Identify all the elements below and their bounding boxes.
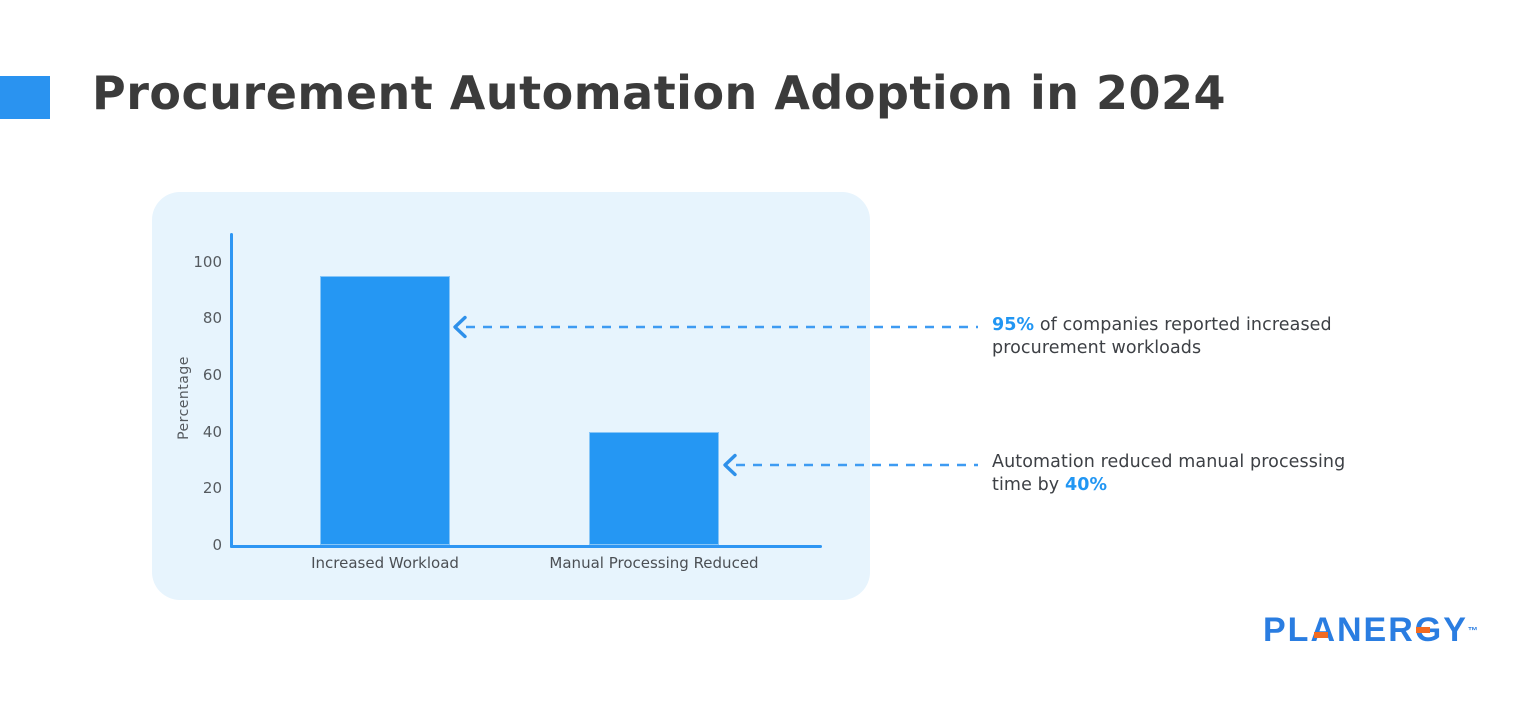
y-tick-label: 80	[202, 309, 222, 328]
annotation-arrow-bottom	[723, 453, 978, 477]
bar-increased-workload	[320, 276, 450, 545]
annotation-value: 95%	[992, 315, 1035, 335]
annotation-top: 95% of companies reported increased proc…	[992, 314, 1377, 359]
page-title: Procurement Automation Adoption in 2024	[92, 66, 1227, 120]
annotation-arrow-top	[453, 315, 978, 339]
y-tick-label: 0	[212, 536, 222, 554]
annotation-text: Automation reduced manual processing tim…	[992, 452, 1346, 495]
arrow-left-icon	[723, 453, 737, 477]
logo-trademark: ™	[1467, 626, 1478, 637]
y-tick-label: 100	[193, 252, 222, 271]
title-accent-square	[0, 76, 50, 119]
annotation-text: of companies reported increased procurem…	[992, 315, 1332, 358]
category-label: Increased Workload	[311, 554, 459, 572]
y-axis-title: Percentage	[176, 356, 192, 440]
category-label: Manual Processing Reduced	[549, 554, 759, 572]
logo-g-bar	[1416, 627, 1430, 633]
chart-panel: 0 20 40 60 80 100 Percentage Increased Worklo…	[152, 192, 870, 600]
y-axis-line	[230, 233, 233, 548]
bar-manual-processing-reduced	[589, 432, 719, 545]
logo-text: PLANERGY	[1263, 611, 1468, 649]
annotation-bottom: Automation reduced manual processing tim…	[992, 451, 1377, 496]
y-tick-label: 20	[202, 479, 222, 498]
logo-a-crossbar	[1314, 632, 1328, 638]
planergy-logo: PLANERGY™	[1263, 610, 1478, 650]
y-tick-label: 60	[202, 366, 222, 385]
arrow-left-icon	[453, 315, 467, 339]
annotation-value: 40%	[1064, 474, 1108, 495]
y-tick-label: 40	[202, 422, 222, 441]
x-axis-line	[230, 545, 822, 548]
